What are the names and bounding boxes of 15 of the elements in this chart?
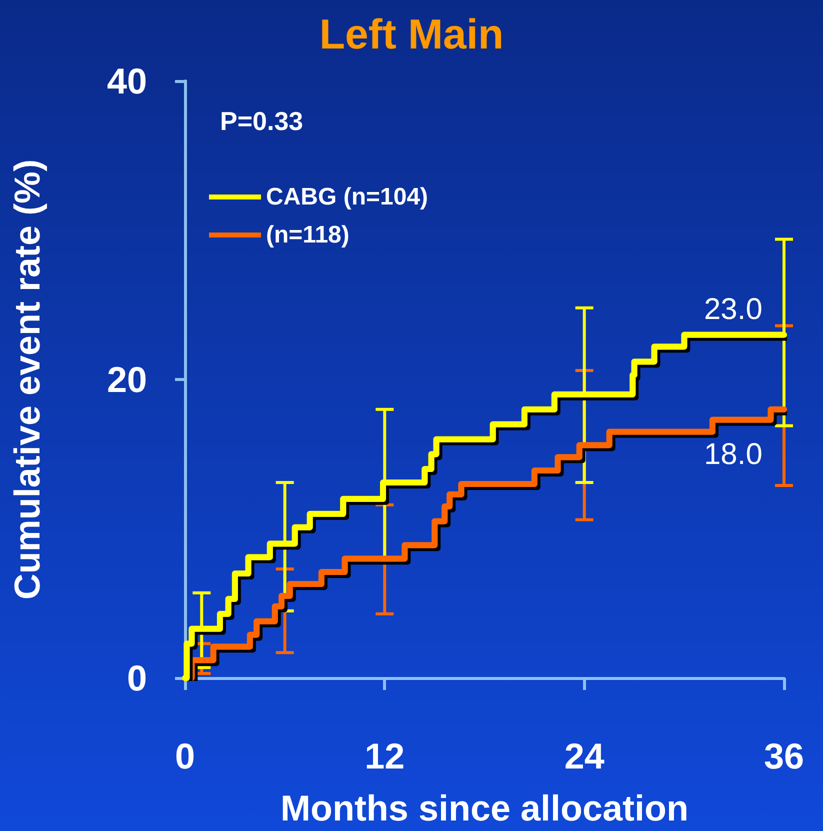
y-tick-label: 40	[106, 60, 147, 102]
y-tick-label: 0	[126, 658, 147, 698]
x-tick-label: 36	[764, 736, 804, 776]
legend-label: (n=118)	[266, 222, 350, 248]
x-axis-title: Months since allocation	[280, 788, 689, 828]
y-tick-label: 20	[106, 359, 147, 400]
y-axis-title: Cumulative event rate (%)	[6, 159, 48, 600]
x-tick-label: 12	[364, 736, 405, 776]
annotation: P=0.33	[220, 106, 304, 136]
x-tick-label: 24	[564, 736, 604, 776]
chart-title: Left Main	[319, 10, 504, 58]
data-label: 18.0	[704, 438, 762, 471]
x-tick-label: 0	[174, 736, 196, 776]
data-label: 23.0	[704, 293, 762, 326]
legend-label: CABG (n=104)	[266, 184, 428, 210]
